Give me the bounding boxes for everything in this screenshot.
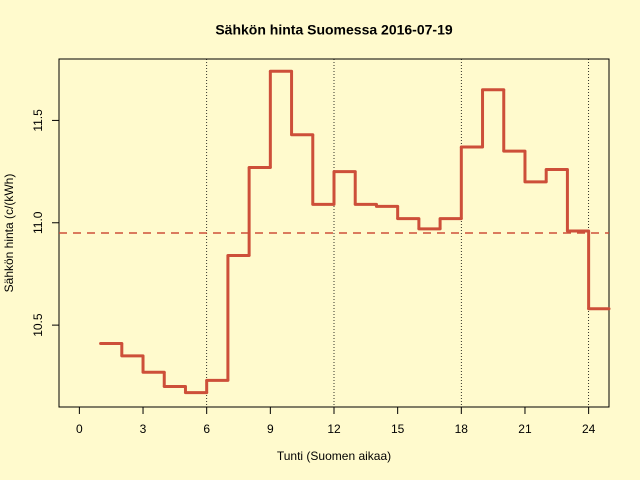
x-tick-label: 15	[391, 422, 405, 436]
y-tick-label: 10.5	[31, 313, 45, 337]
y-tick-label: 11.0	[31, 211, 45, 234]
x-tick-label: 21	[518, 422, 532, 436]
chart-title: Sähkön hinta Suomessa 2016-07-19	[215, 22, 453, 38]
x-tick-label: 24	[582, 422, 596, 436]
x-tick-label: 6	[203, 422, 210, 436]
x-tick-label: 18	[455, 422, 469, 436]
x-tick-label: 9	[267, 422, 274, 436]
x-tick-label: 12	[327, 422, 341, 436]
x-tick-label: 3	[140, 422, 147, 436]
y-tick-label: 11.5	[31, 109, 45, 132]
x-axis-label: Tunti (Suomen aikaa)	[277, 449, 391, 463]
x-tick-label: 0	[76, 422, 83, 436]
y-axis-label: Sähkön hinta (c/(kWh)	[2, 174, 16, 293]
